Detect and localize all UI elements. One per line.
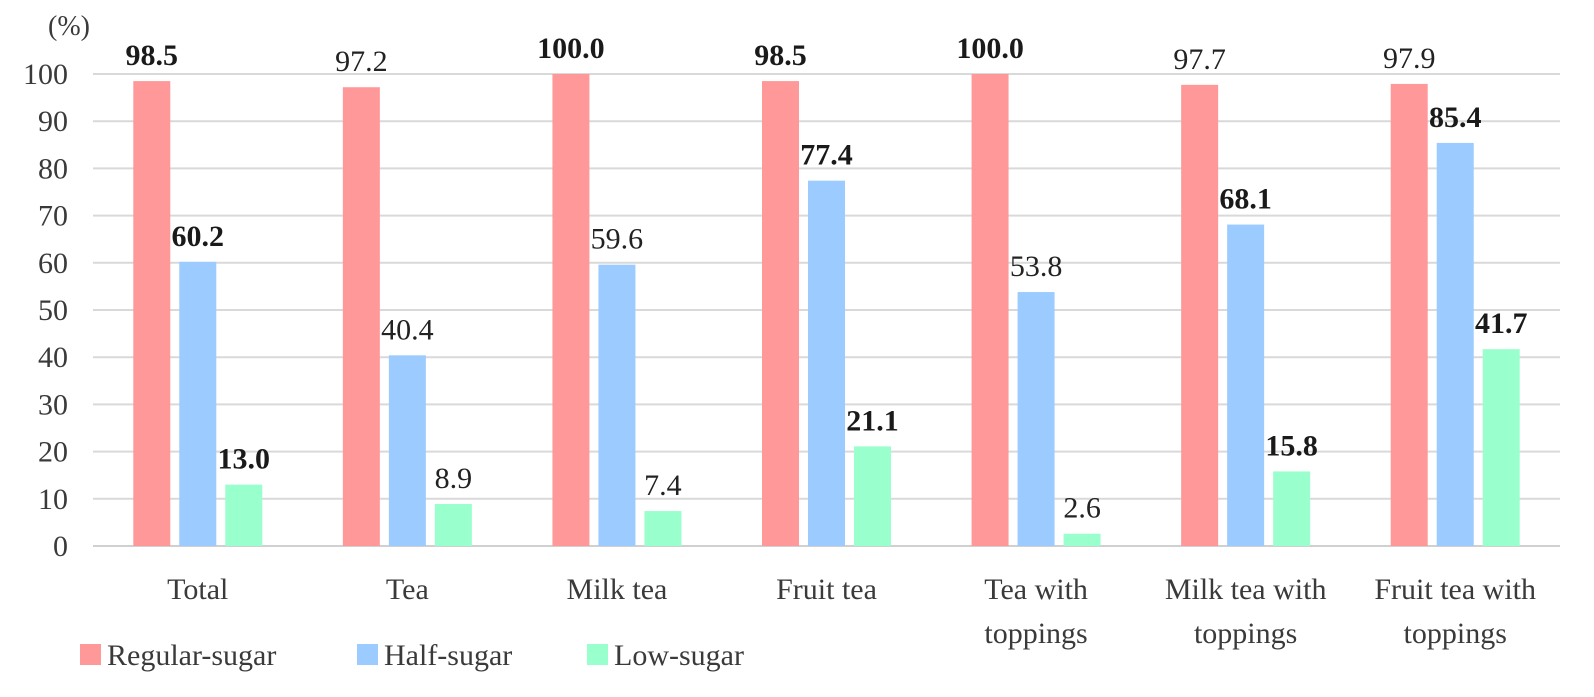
bar-low-sugar [644,511,682,546]
value-label: 53.8 [1010,250,1063,283]
value-label: 97.7 [1173,43,1226,76]
bar-half-sugar [598,264,636,546]
value-label: 40.4 [381,313,434,346]
value-label: 68.1 [1219,183,1272,216]
y-tick-label: 60 [38,247,68,280]
value-label: 60.2 [172,220,225,253]
value-label: 7.4 [644,469,682,502]
legend-item-low-sugar: Low-sugar [587,639,744,672]
y-tick-label: 50 [38,294,68,327]
bar-regular-sugar [1181,84,1219,546]
bar-group [552,74,682,546]
value-label: 98.5 [126,39,179,72]
y-axis-tick-labels: 0 10 20 30 40 50 60 70 80 90 100 [23,58,68,563]
value-label: 41.7 [1475,307,1528,340]
x-category-label: Fruit tea [776,573,877,606]
value-label: 100.0 [537,32,605,65]
bar-half-sugar [1436,142,1474,547]
legend-label: Low-sugar [614,639,744,672]
legend-swatch [357,644,378,665]
bar-group [133,81,263,546]
bar-group [762,81,891,546]
bar-regular-sugar [133,81,171,546]
x-category-label: Tea [386,573,429,606]
bar-half-sugar [1227,224,1265,546]
legend-item-regular-sugar: Regular-sugar [80,639,276,672]
value-label: 2.6 [1063,492,1101,525]
y-tick-label: 30 [38,388,68,421]
bar-group [342,87,472,546]
bar-regular-sugar [342,87,380,546]
value-label: 21.1 [846,404,899,437]
x-axis-category-labels: Total Tea Milk tea Fruit tea Tea with topping… [167,573,1536,650]
value-label: 97.9 [1383,42,1436,75]
legend-label: Regular-sugar [107,639,276,672]
value-labels: 98.5 60.2 13.0 97.2 40.4 8.9 100.0 59.6 7.4 98.5 7… [126,32,1528,525]
bar-group [971,74,1101,546]
legend: Regular-sugar Half-sugar Low-sugar [80,639,744,672]
bar-regular-sugar [552,74,590,546]
y-tick-label: 20 [38,436,68,469]
legend-swatch [587,644,608,665]
value-label: 100.0 [956,32,1024,65]
y-tick-label: 90 [38,105,68,138]
y-tick-label: 100 [23,58,68,91]
value-label: 13.0 [218,443,271,476]
bar-half-sugar [179,261,217,546]
legend-label: Half-sugar [384,639,512,672]
x-category-label: Total [167,573,228,606]
value-label: 98.5 [754,39,807,72]
bar-low-sugar [1063,533,1101,546]
bar-low-sugar [854,446,891,546]
x-category-label: Milk tea [567,573,668,606]
bar-half-sugar [1017,292,1055,546]
x-category-label: Tea with toppings [984,573,1088,650]
bar-regular-sugar [1390,83,1428,547]
bar-group [1181,84,1311,546]
bar-group [1390,83,1520,547]
legend-swatch [80,644,101,665]
bar-low-sugar [1482,349,1520,546]
legend-item-half-sugar: Half-sugar [357,639,512,672]
y-axis-unit-label: (%) [48,11,90,42]
y-tick-label: 10 [38,483,68,516]
x-category-label: Fruit tea with toppings [1374,573,1536,650]
bar-low-sugar [225,484,263,546]
value-label: 85.4 [1429,101,1482,134]
value-label: 15.8 [1265,429,1318,462]
bar-groups [133,74,1520,547]
y-tick-label: 40 [38,341,68,374]
value-label: 59.6 [591,223,644,256]
y-tick-label: 70 [38,200,68,233]
bar-low-sugar [434,503,472,546]
value-label: 8.9 [435,462,473,495]
value-label: 77.4 [800,139,853,172]
x-category-label: Milk tea with toppings [1165,573,1327,650]
bar-regular-sugar [971,74,1009,546]
bar-half-sugar [808,180,845,546]
bar-regular-sugar [762,81,799,546]
value-label: 97.2 [335,45,388,78]
bar-half-sugar [388,355,426,546]
bar-low-sugar [1273,471,1311,546]
y-tick-label: 0 [53,530,68,563]
y-tick-label: 80 [38,152,68,185]
